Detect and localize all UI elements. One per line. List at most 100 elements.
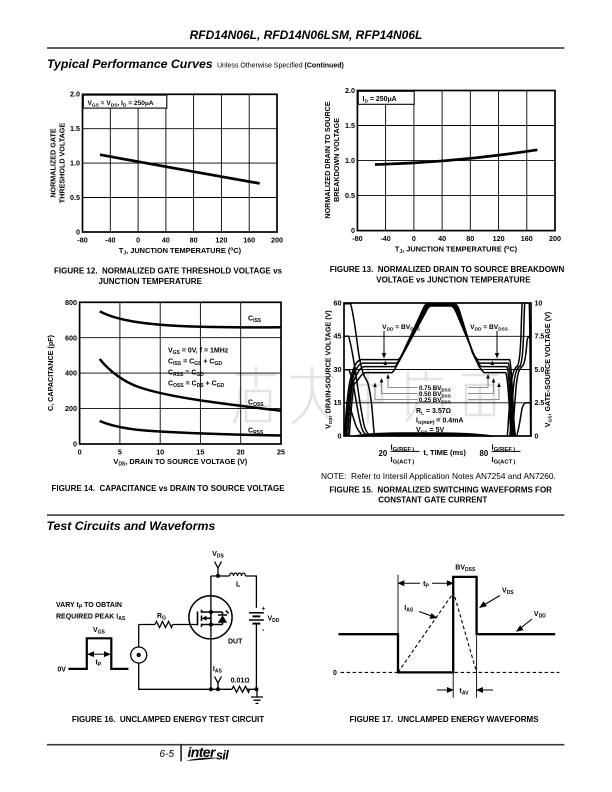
svg-text:CISS = CGS + CGD: CISS = CGS + CGD bbox=[168, 359, 222, 368]
svg-text:IG(REF) = 0.4mA: IG(REF) = 0.4mA bbox=[416, 418, 463, 427]
svg-text:200: 200 bbox=[65, 404, 77, 413]
svg-text:FIGURE 14. CAPACITANCE vs DRA: FIGURE 14. CAPACITANCE vs DRAIN TO SOURC… bbox=[51, 484, 285, 493]
svg-text:1.5: 1.5 bbox=[345, 121, 355, 130]
svg-text:RG: RG bbox=[157, 613, 166, 622]
svg-text:Typical Performance Curves: Typical Performance Curves bbox=[47, 57, 213, 71]
svg-text:IG(REF ): IG(REF ) bbox=[391, 442, 415, 453]
svg-text:CRSS = CGD: CRSS = CGD bbox=[168, 370, 204, 379]
svg-text:VDS, DRAIN-SOURCE VOLTAGE (V): VDS, DRAIN-SOURCE VOLTAGE (V) bbox=[324, 310, 335, 429]
svg-text:IAS: IAS bbox=[213, 666, 223, 675]
svg-text:5: 5 bbox=[118, 448, 122, 457]
svg-text:VGS = 0V, f = 1MHz: VGS = 0V, f = 1MHz bbox=[168, 348, 229, 357]
svg-text:sil: sil bbox=[216, 748, 229, 762]
svg-text:NORMALIZED DRAIN TO SOURCE: NORMALIZED DRAIN TO SOURCE bbox=[323, 101, 332, 218]
svg-text:IG(ACT ): IG(ACT ) bbox=[492, 455, 516, 466]
svg-text:IAS: IAS bbox=[404, 605, 414, 614]
svg-text:VGS: VGS bbox=[93, 627, 106, 636]
svg-text:C, CAPACITANCE (pF): C, CAPACITANCE (pF) bbox=[46, 334, 55, 411]
svg-text:0.50 BVDSS: 0.50 BVDSS bbox=[419, 391, 451, 398]
svg-text:2.0: 2.0 bbox=[345, 86, 355, 95]
svg-text:THRESHOLD VOLTAGE: THRESHOLD VOLTAGE bbox=[58, 123, 67, 204]
svg-text:80: 80 bbox=[466, 234, 474, 243]
svg-text:CONSTANT GATE CURRENT: CONSTANT GATE CURRENT bbox=[378, 496, 487, 505]
svg-text:0: 0 bbox=[73, 439, 77, 448]
svg-text:Unless Otherwise Specified (Co: Unless Otherwise Specified (Continued) bbox=[217, 63, 344, 70]
svg-text:0: 0 bbox=[78, 448, 82, 457]
svg-text:120: 120 bbox=[493, 234, 505, 243]
svg-text:DUT: DUT bbox=[228, 639, 243, 646]
svg-text:0.5: 0.5 bbox=[70, 193, 80, 202]
svg-text:10: 10 bbox=[535, 300, 543, 307]
svg-text:-40: -40 bbox=[105, 236, 115, 245]
svg-text:FIGURE 12. NORMALIZED GATE TH: FIGURE 12. NORMALIZED GATE THRESHOLD VOL… bbox=[54, 267, 283, 276]
svg-text:15: 15 bbox=[196, 448, 204, 457]
svg-text:30: 30 bbox=[334, 365, 342, 374]
svg-text:VGS, GATE-SOURCE VOLTAGE (V): VGS, GATE-SOURCE VOLTAGE (V) bbox=[543, 311, 554, 427]
svg-text:tP: tP bbox=[423, 579, 429, 590]
svg-text:0.01Ω: 0.01Ω bbox=[231, 678, 250, 685]
svg-text:160: 160 bbox=[521, 234, 533, 243]
svg-text:JUNCTION TEMPERATURE: JUNCTION TEMPERATURE bbox=[99, 277, 203, 286]
svg-text:0.25 BVDSS: 0.25 BVDSS bbox=[419, 397, 451, 404]
svg-text:VDS: VDS bbox=[502, 588, 514, 597]
svg-text:COSS: COSS bbox=[248, 400, 264, 409]
svg-text:-80: -80 bbox=[77, 236, 87, 245]
svg-text:7.5: 7.5 bbox=[535, 334, 545, 341]
svg-text:-: - bbox=[262, 627, 265, 634]
svg-text:TJ, JUNCTION TEMPERATURE (oC): TJ, JUNCTION TEMPERATURE (oC) bbox=[395, 245, 518, 256]
svg-text:+: + bbox=[262, 606, 266, 613]
svg-text:RL = 3.57Ω: RL = 3.57Ω bbox=[416, 408, 451, 417]
svg-text:0: 0 bbox=[535, 433, 539, 440]
svg-text:0: 0 bbox=[412, 234, 416, 243]
svg-text:0: 0 bbox=[333, 670, 337, 677]
svg-text:0.5: 0.5 bbox=[345, 191, 355, 200]
svg-text:IG(ACT ): IG(ACT ) bbox=[391, 455, 415, 466]
svg-text:ID = 250µA: ID = 250µA bbox=[363, 95, 397, 105]
svg-text:BREAKDOWN VOLTAGE: BREAKDOWN VOLTAGE bbox=[332, 118, 341, 202]
svg-text:10: 10 bbox=[156, 448, 164, 457]
svg-text:160: 160 bbox=[243, 236, 255, 245]
svg-text:FIGURE 16. UNCLAMPED ENERGY T: FIGURE 16. UNCLAMPED ENERGY TEST CIRCUIT bbox=[72, 715, 264, 724]
svg-text:FIGURE 13. NORMALIZED DRAIN T: FIGURE 13. NORMALIZED DRAIN TO SOURCE BR… bbox=[330, 265, 565, 274]
svg-text:40: 40 bbox=[438, 234, 446, 243]
svg-text:NORMALIZED GATE: NORMALIZED GATE bbox=[49, 128, 58, 198]
svg-text:80: 80 bbox=[480, 449, 489, 458]
svg-text:0: 0 bbox=[76, 227, 80, 236]
svg-text:tP: tP bbox=[96, 660, 102, 669]
svg-text:IG(REF ): IG(REF ) bbox=[492, 442, 516, 453]
svg-text:L: L bbox=[236, 582, 241, 589]
svg-text:1.0: 1.0 bbox=[345, 156, 355, 165]
svg-text:1.5: 1.5 bbox=[70, 124, 80, 133]
svg-text:inter: inter bbox=[188, 744, 217, 760]
svg-text:20: 20 bbox=[379, 449, 388, 458]
svg-text:-80: -80 bbox=[352, 234, 362, 243]
svg-text:600: 600 bbox=[65, 333, 77, 342]
svg-text:0: 0 bbox=[338, 431, 342, 440]
svg-text:VDS, DRAIN TO SOURCE VOLTAGE (: VDS, DRAIN TO SOURCE VOLTAGE (V) bbox=[113, 457, 247, 468]
svg-text:VDD = BVDSS: VDD = BVDSS bbox=[470, 324, 508, 331]
svg-text:Test Circuits and Waveforms: Test Circuits and Waveforms bbox=[47, 519, 216, 533]
svg-text:-40: -40 bbox=[380, 234, 390, 243]
svg-text:VDD: VDD bbox=[534, 611, 546, 620]
svg-text:VOLTAGE vs JUNCTION TEMPERATUR: VOLTAGE vs JUNCTION TEMPERATURE bbox=[376, 276, 531, 285]
svg-text:RFD14N06L, RFD14N06LSM, RFP14N: RFD14N06L, RFD14N06LSM, RFP14N06L bbox=[190, 28, 423, 42]
svg-text:tAV: tAV bbox=[460, 688, 470, 697]
svg-text:200: 200 bbox=[549, 234, 561, 243]
svg-text:COSS = CDS + CGD: COSS = CDS + CGD bbox=[168, 381, 225, 390]
svg-text:40: 40 bbox=[162, 236, 170, 245]
svg-text:400: 400 bbox=[65, 369, 77, 378]
svg-text:80: 80 bbox=[190, 236, 198, 245]
svg-text:2.5: 2.5 bbox=[535, 400, 545, 407]
svg-text:NOTE: Refer to Intersil Appli: NOTE: Refer to Intersil Application Note… bbox=[321, 471, 556, 481]
svg-text:1.0: 1.0 bbox=[70, 159, 80, 168]
svg-text:VDD: VDD bbox=[268, 616, 280, 625]
svg-text:CISS: CISS bbox=[248, 316, 262, 325]
svg-text:FIGURE 15. NORMALIZED SWITCHI: FIGURE 15. NORMALIZED SWITCHING WAVEFORM… bbox=[329, 486, 552, 495]
svg-text:0: 0 bbox=[136, 236, 140, 245]
svg-text:45: 45 bbox=[334, 332, 342, 341]
svg-text:0: 0 bbox=[351, 226, 355, 235]
svg-text:200: 200 bbox=[271, 236, 283, 245]
svg-text:VDD = BVDSS: VDD = BVDSS bbox=[382, 324, 420, 331]
svg-text:CRSS: CRSS bbox=[248, 428, 264, 437]
svg-text:FIGURE 17. UNCLAMPED ENERGY W: FIGURE 17. UNCLAMPED ENERGY WAVEFORMS bbox=[349, 715, 539, 724]
